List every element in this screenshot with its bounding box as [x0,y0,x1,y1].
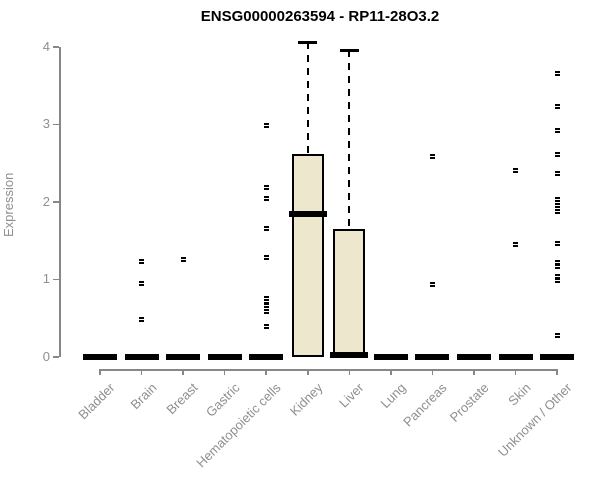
outlier-point [263,324,269,330]
x-axis-tick [473,369,475,375]
outlier-point [554,240,560,246]
outlier-point [554,273,560,279]
outlier-point [263,225,269,231]
y-axis-tick [53,201,59,203]
outlier-point [554,104,560,109]
x-tick-label: Unknown / Other [495,380,575,460]
whisker-line [348,49,351,230]
x-tick-label: Pancreas [400,380,450,430]
x-axis-tick [348,369,351,375]
outlier-point [263,295,269,301]
x-axis-tick [140,369,143,375]
collapsed-box [83,354,117,360]
outlier-point [554,202,560,208]
x-axis-tick [99,369,101,375]
collapsed-box [373,354,408,360]
outlier-point [263,122,269,128]
outlier-point [554,171,560,177]
outlier-point [554,277,560,283]
x-tick-label: Skin [504,380,534,409]
outlier-point [180,256,186,262]
outlier-point [139,280,145,286]
collapsed-box [540,354,575,360]
y-tick-label: 3 [42,116,50,132]
outlier-point [263,303,269,309]
x-tick-label: Bladder [75,380,118,423]
median-line [330,352,369,359]
outlier-point [429,282,435,288]
y-axis-tick [53,46,59,48]
outlier-point [554,332,560,338]
whisker-line [306,42,309,154]
outlier-point [554,128,560,134]
collapsed-box [498,354,533,360]
x-tick-label: Liver [336,380,367,411]
x-axis-tick [390,369,392,375]
y-axis-tick [53,123,59,126]
x-tick-label: Prostate [446,380,492,425]
outlier-point [263,196,269,202]
y-tick-label: 0 [42,349,50,364]
outlier-point [263,299,269,305]
y-tick-label: 4 [42,38,50,54]
y-axis-tick [53,278,59,281]
collapsed-box [456,354,491,360]
outlier-point [554,263,560,269]
outlier-point [554,208,560,214]
x-tick-label: Brain [127,380,160,413]
outlier-point [554,71,560,77]
collapsed-box [249,354,284,360]
y-tick-label: 2 [42,193,50,209]
whisker-cap [298,41,318,45]
x-tick-label: Gastric [202,380,243,420]
outlier-point [513,168,518,174]
outlier-point [139,259,145,265]
x-axis-tick [223,369,226,375]
outlier-point [263,184,269,190]
outlier-point [554,152,560,158]
box [291,153,324,357]
collapsed-box [207,354,242,360]
x-tick-label: Kidney [286,380,326,419]
outlier-point [429,154,435,160]
collapsed-box [415,354,450,360]
outlier-point [263,308,269,314]
median-line [288,210,327,217]
x-axis-tick [182,369,184,375]
collapsed-box [124,354,159,360]
x-axis-tick [514,369,517,375]
y-tick-label: 1 [42,271,50,287]
outlier-point [513,242,518,248]
collapsed-box [166,354,201,360]
outlier-point [554,197,560,203]
y-axis-tick [53,356,59,358]
x-tick-label: Lung [377,380,409,412]
x-tick-label: Breast [163,380,201,418]
whisker-cap [339,48,359,52]
chart-title: ENSG00000263594 - RP11-28O3.2 [200,8,440,25]
x-axis-line [100,369,558,371]
x-axis-tick [431,369,434,375]
outlier-point [139,316,145,322]
outlier-point [554,259,560,265]
x-axis-tick [307,369,309,375]
y-axis-line [59,46,61,357]
x-axis-tick [265,369,267,375]
x-axis-tick [556,369,558,375]
outlier-point [263,255,269,261]
box [333,229,366,357]
